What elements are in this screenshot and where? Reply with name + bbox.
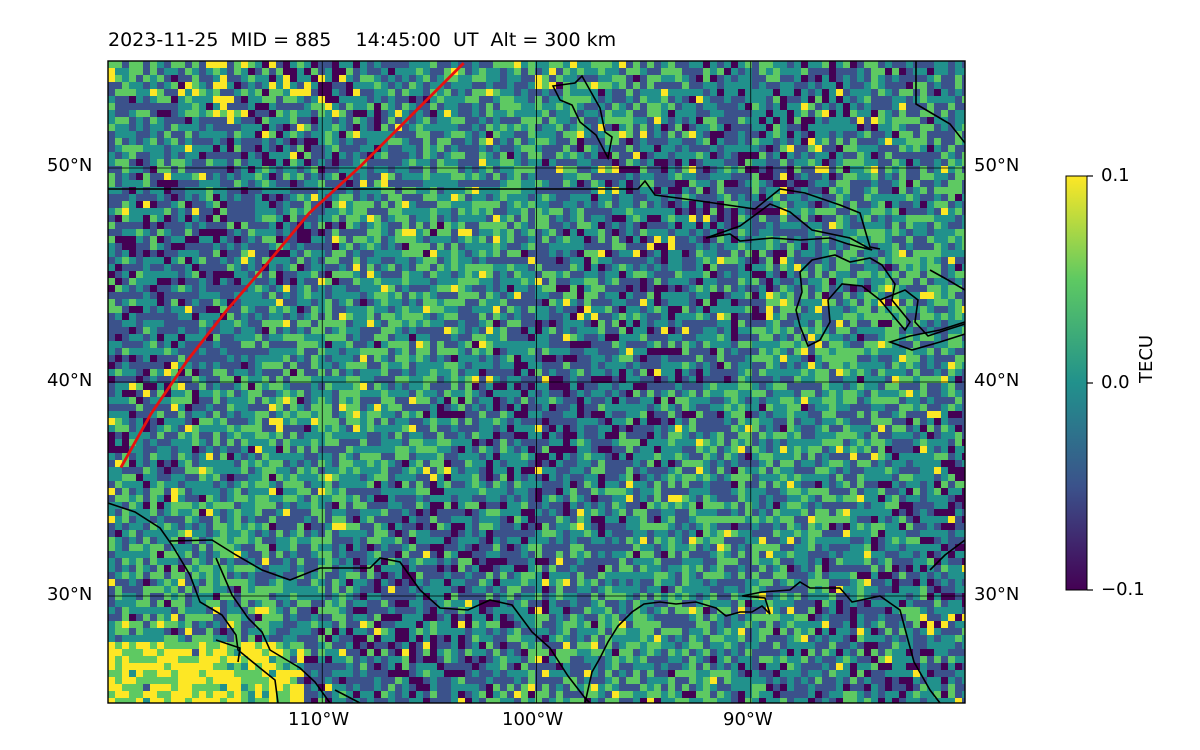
mexico-border [169, 539, 591, 703]
colorbar [1065, 175, 1088, 591]
lat-label-40-right: 40°N [974, 370, 1020, 391]
lat-label-30-right: 30°N [974, 584, 1020, 605]
lat-label-50-left: 50°N [47, 155, 93, 176]
colorbar-title: TECU [1136, 334, 1157, 383]
colorbar-label-zero: 0.0 [1101, 372, 1130, 393]
us-canada-border [108, 179, 881, 250]
gulf-coastline [584, 581, 941, 703]
lake-michigan-outline [795, 254, 911, 348]
coastlines [108, 61, 965, 703]
lon-label-90w: 90°W [723, 709, 773, 730]
graticule [108, 61, 965, 703]
lon-label-110w: 110°W [288, 709, 350, 730]
hudson-bay-outline [915, 61, 965, 144]
map-title: 2023-11-25 MID = 885 14:45:00 UT Alt = 3… [108, 29, 617, 51]
lat-label-40-left: 40°N [47, 370, 93, 391]
lat-label-50-right: 50°N [974, 155, 1020, 176]
colorbar-label-min: −0.1 [1101, 579, 1145, 600]
pacific-coastline [108, 502, 279, 703]
lake-erie-outline [887, 321, 965, 351]
lake-superior-outline [705, 203, 873, 251]
baja-peninsula [215, 557, 331, 703]
tec-heatmap [108, 61, 965, 703]
colorbar-label-max: 0.1 [1101, 165, 1130, 186]
map-frame [107, 60, 966, 704]
lat-label-30-left: 30°N [47, 584, 93, 605]
satellite-track-line [119, 62, 465, 469]
lon-label-100w: 100°W [502, 709, 564, 730]
lake-huron-outline [879, 289, 965, 337]
